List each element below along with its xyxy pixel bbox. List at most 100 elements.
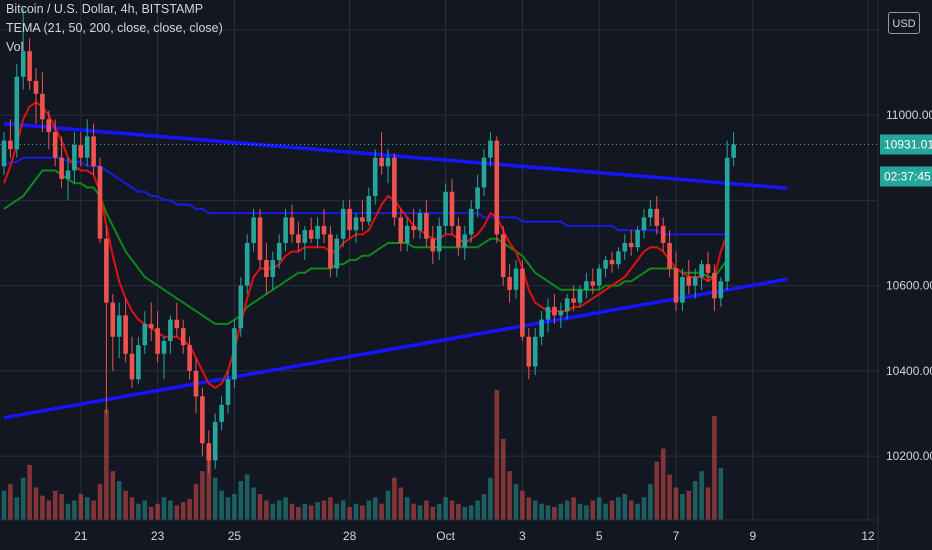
tema-slow-line: [3, 156, 728, 236]
candle-body: [232, 328, 237, 380]
candle-body: [443, 191, 448, 226]
candle-body: [654, 208, 660, 226]
indicator-legend[interactable]: TEMA (21, 50, 200, close, close, close): [6, 21, 223, 35]
volume-bar: [238, 481, 244, 520]
candle-body: [116, 315, 122, 337]
currency-label[interactable]: USD: [888, 12, 920, 34]
volume-bar: [321, 500, 327, 520]
volume-bar: [136, 503, 141, 520]
candle-body: [78, 144, 84, 158]
candle-body: [712, 272, 717, 299]
candle-body: [699, 264, 704, 278]
candle-body: [673, 268, 679, 303]
volume-bar: [552, 507, 557, 520]
candle-body: [392, 157, 397, 218]
candle-body: [46, 119, 52, 133]
countdown-label: 02:37:45: [884, 169, 931, 183]
candle-body: [705, 264, 711, 273]
volume-bar: [97, 484, 103, 520]
candle-body: [123, 315, 128, 354]
candle-body: [8, 140, 13, 150]
volume-bar: [129, 497, 135, 520]
candle-body: [289, 217, 295, 235]
candle-body: [404, 225, 410, 243]
candle-body: [180, 328, 186, 346]
candle-body: [168, 319, 173, 341]
volume-bar: [628, 500, 634, 520]
volume-bar: [417, 505, 423, 520]
candle-body: [488, 140, 493, 158]
candle-body: [571, 298, 576, 303]
tema-fast-line: [3, 101, 729, 390]
volume-bar: [520, 490, 525, 520]
x-tick-label: 7: [673, 529, 680, 543]
candle-body: [212, 421, 218, 461]
volume-bar: [174, 505, 180, 520]
volume-bar: [558, 503, 564, 520]
volume-bar: [315, 502, 320, 520]
volume-bar: [392, 477, 397, 520]
volume-bar: [424, 500, 429, 520]
volume-bar: [148, 507, 154, 520]
candle-body: [40, 93, 45, 120]
candle-body: [366, 196, 372, 222]
candle-body: [558, 311, 564, 316]
volume-bar: [564, 500, 570, 520]
volume-bar: [411, 503, 416, 520]
candle-body: [200, 396, 205, 444]
volume-bar: [404, 497, 410, 520]
volume-bar: [603, 503, 608, 520]
y-tick-label: 10200.00: [886, 449, 932, 463]
candle-body: [532, 336, 538, 367]
x-tick-label: 3: [519, 529, 526, 543]
volume-bar: [257, 494, 263, 520]
candle-body: [603, 260, 608, 269]
volume-bar: [462, 507, 468, 520]
volume-bar: [289, 503, 295, 520]
candle-body: [276, 242, 282, 260]
volume-bar: [206, 448, 212, 520]
candle-body: [59, 157, 64, 180]
candle-body: [84, 136, 90, 158]
volume-bar: [385, 490, 391, 520]
volume-bar: [475, 500, 480, 520]
volume-bar: [225, 497, 231, 520]
volume-bar: [545, 505, 551, 520]
volume-bar: [718, 468, 724, 520]
tema-mid-line: [3, 169, 728, 325]
candle-body: [475, 187, 480, 209]
candle-body: [692, 277, 698, 286]
candle-body: [129, 353, 135, 380]
candle-body: [372, 157, 378, 197]
candle-body: [206, 443, 212, 461]
volume-bar: [443, 497, 448, 520]
volume-bar: [72, 500, 77, 520]
volume-bar: [699, 471, 704, 520]
volume-bar: [27, 464, 32, 520]
volume-bar: [84, 497, 90, 520]
candle-body: [616, 251, 621, 265]
volume-bar: [667, 474, 672, 520]
volume-bar: [372, 497, 378, 520]
candle-body: [731, 144, 736, 158]
candle-body: [187, 345, 192, 371]
candle-body: [321, 225, 327, 235]
candle-body: [584, 281, 589, 290]
candle-body: [449, 191, 455, 226]
candle-body: [340, 208, 346, 239]
candle-body: [468, 208, 474, 235]
volume-legend[interactable]: Vol: [6, 40, 24, 54]
volume-bar: [712, 416, 717, 520]
x-tick-label: 12: [861, 529, 875, 543]
candle-body: [104, 238, 109, 303]
volume-bar: [59, 494, 64, 520]
x-tick-label: 23: [151, 529, 165, 543]
candle-body: [462, 234, 468, 248]
volume-bar: [360, 505, 365, 520]
volume-bar: [104, 409, 109, 520]
candle-body: [660, 225, 666, 243]
candle-body: [411, 225, 416, 231]
chart-title: Bitcoin / U.S. Dollar, 4h, BITSTAMP: [6, 2, 204, 16]
candle-body: [520, 268, 525, 337]
